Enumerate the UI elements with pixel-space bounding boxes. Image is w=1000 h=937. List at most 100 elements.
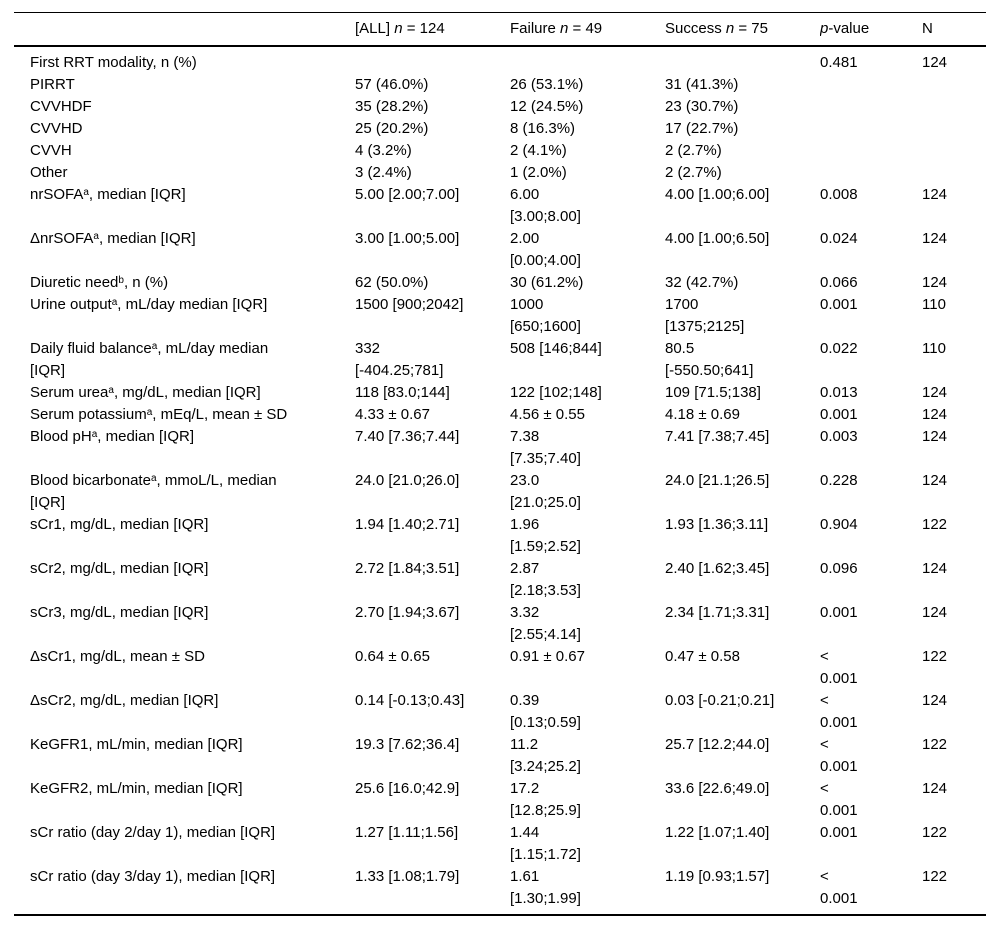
row-label: KeGFR1, mL/min, median [IQR] — [14, 734, 355, 778]
row-label-suffix: , mEq/L, mean ± SD — [152, 406, 288, 423]
cell-n: 124 — [922, 472, 948, 489]
row-label-text: CVVH — [30, 142, 72, 159]
cell-failure: 2.87 [2.18;3.53] — [510, 560, 581, 599]
cell-p: 0.904 — [820, 516, 858, 533]
header-p-text: -value — [828, 20, 870, 37]
cell-n — [922, 96, 986, 118]
cell-failure: 1.96 [1.59;2.52] — [510, 516, 581, 555]
cell-all: 0.14 [-0.13;0.43] — [355, 692, 465, 709]
cell-n: 124 — [922, 406, 948, 423]
cell-failure: 1000 [650;1600] — [510, 296, 581, 335]
cell-success: 7.41 [7.38;7.45] — [665, 428, 770, 445]
cell-success: 4.00 [1.00;6.00] — [665, 186, 770, 203]
cell-n: 110 — [922, 296, 946, 313]
cell-success: 31 (41.3%) — [665, 76, 739, 93]
cell-failure: 30 (61.2%) — [510, 274, 584, 291]
row-label-text: sCr3, mg/dL, median [IQR] — [30, 604, 209, 621]
cell-p — [820, 96, 922, 118]
header-all: [ALL] n = 124 — [355, 12, 510, 47]
row-label: sCr1, mg/dL, median [IQR] — [14, 514, 355, 558]
row-label: CVVH — [14, 140, 355, 162]
cell-success: 1700 [1375;2125] — [665, 296, 745, 335]
cell-success: 2.34 [1.71;3.31] — [665, 604, 770, 621]
cell-failure: 11.2 [3.24;25.2] — [510, 736, 581, 775]
table-row: nrSOFAa, median [IQR] 5.00 [2.00;7.00] 6.0… — [14, 184, 986, 228]
row-label-text: Blood bicarbonate — [30, 472, 151, 489]
cell-success — [665, 46, 820, 74]
table-row: Serum potassiuma, mEq/L, mean ± SD 4.33 ±… — [14, 404, 986, 426]
cell-failure: 0.91 ± 0.67 — [510, 648, 585, 665]
header-empty — [14, 12, 355, 47]
row-label: Blood pHa, median [IQR] — [14, 426, 355, 470]
cell-all: 332 [-404.25;781] — [355, 340, 444, 379]
header-success-count: = 75 — [734, 20, 768, 37]
cell-failure: 1 (2.0%) — [510, 164, 567, 181]
cell-success: 1.22 [1.07;1.40] — [665, 824, 770, 841]
cell-success: 80.5 [-550.50;641] — [665, 340, 754, 379]
cell-n: 124 — [922, 428, 948, 445]
header-all-n: n — [394, 20, 403, 37]
row-label: KeGFR2, mL/min, median [IQR] — [14, 778, 355, 822]
table-row: sCr1, mg/dL, median [IQR] 1.94 [1.40;2.71… — [14, 514, 986, 558]
cell-all: 3.00 [1.00;5.00] — [355, 230, 460, 247]
row-label: Blood bicarbonatea, mmoL/L, median [IQR] — [14, 470, 355, 514]
cell-success: 0.03 [-0.21;0.21] — [665, 692, 775, 709]
cell-failure: 122 [102;148] — [510, 384, 602, 401]
header-success: Success n = 75 — [665, 12, 820, 47]
cell-all: 4.33 ± 0.67 — [355, 406, 430, 423]
row-label: CVVHDF — [14, 96, 355, 118]
row-label: ΔnrSOFAa, median [IQR] — [14, 228, 355, 272]
row-label: Other — [14, 162, 355, 184]
row-label: PIRRT — [14, 74, 355, 96]
table-header: [ALL] n = 124 Failure n = 49 Success n =… — [14, 12, 986, 47]
cell-p: 0.013 — [820, 384, 858, 401]
cell-p: 0.001 — [820, 604, 858, 621]
table-row: KeGFR1, mL/min, median [IQR] 19.3 [7.62;3… — [14, 734, 986, 778]
cell-n: 124 — [922, 560, 948, 577]
row-label-text: sCr ratio (day 3/day 1), median [IQR] — [30, 868, 276, 885]
row-label-text: Daily fluid balance — [30, 340, 152, 357]
row-label-text: CVVHDF — [30, 98, 92, 115]
row-label-text: Blood pH — [30, 428, 92, 445]
table-row: CVVHDF 35 (28.2%) 12 (24.5%) 23 (30.7%) — [14, 96, 986, 118]
row-label-suffix: , mmoL/L, median [IQR] — [30, 472, 277, 511]
cell-n: 122 — [922, 516, 948, 533]
cell-failure: 3.32 [2.55;4.14] — [510, 604, 581, 643]
cell-n — [922, 140, 986, 162]
row-label: First RRT modality, n (%) — [14, 46, 355, 74]
row-label: sCr ratio (day 3/day 1), median [IQR] — [14, 866, 355, 915]
table-row: ΔnrSOFAa, median [IQR] 3.00 [1.00;5.00] 2.… — [14, 228, 986, 272]
cell-p: < 0.001 — [820, 736, 858, 775]
cell-n: 122 — [922, 824, 948, 841]
row-label-text: ΔsCr2, mg/dL, median [IQR] — [30, 692, 219, 709]
table-row: ΔsCr1, mg/dL, mean ± SD 0.64 ± 0.65 0.91 ±… — [14, 646, 986, 690]
cell-n: 122 — [922, 868, 948, 885]
cell-p: 0.001 — [820, 406, 858, 423]
header-all-text: [ALL] — [355, 20, 395, 37]
header-failure: Failure n = 49 — [510, 12, 665, 47]
cell-p: 0.008 — [820, 186, 858, 203]
cell-all: 1.27 [1.11;1.56] — [355, 824, 459, 841]
cell-p: 0.001 — [820, 824, 858, 841]
table-row: Diuretic needb, n (%) 62 (50.0%) 30 (61.2%… — [14, 272, 986, 294]
row-label: sCr ratio (day 2/day 1), median [IQR] — [14, 822, 355, 866]
row-label-text: ΔnrSOFA — [30, 230, 94, 247]
cell-p — [820, 118, 922, 140]
cell-all: 3 (2.4%) — [355, 164, 412, 181]
cell-n: 122 — [922, 648, 948, 665]
footnote-marker: a — [108, 385, 114, 396]
row-label: sCr3, mg/dL, median [IQR] — [14, 602, 355, 646]
cell-all: 35 (28.2%) — [355, 98, 429, 115]
table-row: KeGFR2, mL/min, median [IQR] 25.6 [16.0;4… — [14, 778, 986, 822]
cell-all: 0.64 ± 0.65 — [355, 648, 430, 665]
header-failure-text: Failure — [510, 20, 561, 37]
row-label-text: sCr ratio (day 2/day 1), median [IQR] — [30, 824, 276, 841]
header-failure-n: n — [560, 20, 569, 37]
cell-failure: 12 (24.5%) — [510, 98, 584, 115]
cell-success: 1.19 [0.93;1.57] — [665, 868, 770, 885]
cell-failure: 2.00 [0.00;4.00] — [510, 230, 581, 269]
row-label-text: CVVHD — [30, 120, 83, 137]
cell-n: 124 — [922, 230, 948, 247]
cell-n: 124 — [922, 780, 948, 797]
row-label-suffix: , median [IQR] — [98, 230, 196, 247]
